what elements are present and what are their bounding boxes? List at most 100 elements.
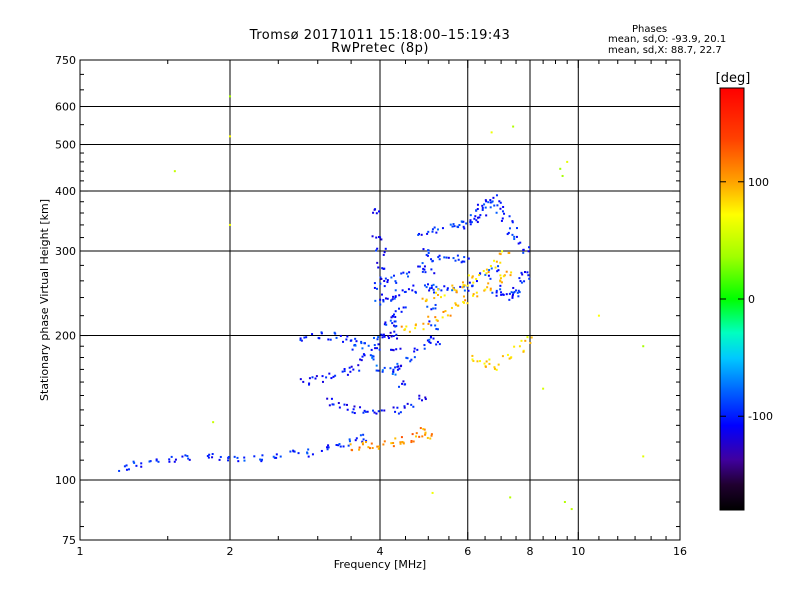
echo-point xyxy=(383,251,386,254)
echo-point xyxy=(461,260,464,263)
echo-point xyxy=(384,277,387,280)
echo-point xyxy=(459,285,462,288)
echo-point xyxy=(530,336,533,339)
echo-point xyxy=(411,433,414,436)
echo-point xyxy=(435,285,438,288)
echo-point xyxy=(345,338,348,341)
echo-point xyxy=(495,294,498,297)
echo-point xyxy=(511,233,514,236)
echo-point xyxy=(486,286,489,289)
echo-point xyxy=(421,270,424,273)
echo-point xyxy=(412,405,415,408)
echo-point xyxy=(351,449,354,452)
echo-point xyxy=(502,275,505,278)
echo-point xyxy=(299,378,302,381)
echo-point xyxy=(393,297,396,300)
echo-point xyxy=(418,435,421,438)
echo-point xyxy=(377,336,380,339)
echo-point xyxy=(404,306,407,309)
echo-point xyxy=(371,356,374,359)
echo-point xyxy=(485,200,488,203)
echo-point xyxy=(330,397,333,400)
echo-point xyxy=(403,406,406,409)
echo-point xyxy=(475,280,478,283)
echo-point xyxy=(501,210,504,213)
echo-point xyxy=(485,272,488,275)
echo-point xyxy=(361,347,364,350)
echo-point xyxy=(527,250,530,253)
echo-point xyxy=(383,267,386,270)
phase-stats-o: mean, sd,O: -93.9, 20.1 xyxy=(608,34,727,45)
echo-point xyxy=(506,233,509,236)
echo-point xyxy=(449,223,452,226)
echo-point xyxy=(326,448,329,451)
echo-point xyxy=(397,412,400,415)
echo-point xyxy=(243,456,246,459)
echo-point xyxy=(515,227,518,230)
echo-point xyxy=(297,452,300,455)
echo-point xyxy=(438,343,441,346)
echo-point xyxy=(391,372,394,375)
echo-point xyxy=(376,445,379,448)
echo-point xyxy=(392,335,395,338)
echo-point xyxy=(463,256,466,259)
echo-point xyxy=(491,291,494,294)
echo-point xyxy=(435,318,438,321)
echo-point xyxy=(361,441,364,444)
echo-point xyxy=(389,319,392,322)
echo-point xyxy=(559,167,562,170)
echo-point xyxy=(451,284,454,287)
echo-point xyxy=(430,268,433,271)
echo-point xyxy=(485,360,488,363)
echo-point xyxy=(353,405,356,408)
echo-point xyxy=(402,441,405,444)
echo-point xyxy=(342,445,345,448)
echo-point xyxy=(363,342,366,345)
echo-point xyxy=(133,461,136,464)
echo-point xyxy=(493,259,496,262)
echo-point xyxy=(498,200,501,203)
echo-point xyxy=(475,278,478,281)
echo-point xyxy=(218,458,221,461)
echo-point xyxy=(423,265,426,268)
echo-point xyxy=(471,275,474,278)
echo-point xyxy=(394,310,397,313)
echo-point xyxy=(311,453,314,456)
echo-point xyxy=(320,449,323,452)
echo-point xyxy=(380,293,383,296)
echo-point xyxy=(561,174,564,177)
echo-point xyxy=(479,214,482,217)
echo-point xyxy=(375,236,378,239)
echo-point xyxy=(362,411,365,414)
echo-point xyxy=(368,447,371,450)
echo-point xyxy=(327,446,330,449)
echo-point xyxy=(526,336,529,339)
echo-point xyxy=(461,286,464,289)
x-tick-label: 2 xyxy=(227,545,234,558)
echo-point xyxy=(360,342,363,345)
echo-point xyxy=(410,358,413,361)
echo-point xyxy=(380,409,383,412)
echo-point xyxy=(434,324,437,327)
echo-point xyxy=(118,469,121,472)
echo-point xyxy=(408,271,411,274)
echo-point xyxy=(383,280,386,283)
echo-point xyxy=(508,215,511,218)
echo-point xyxy=(527,274,530,277)
echo-point xyxy=(513,235,516,238)
echo-point xyxy=(505,293,508,296)
echo-point xyxy=(219,455,222,458)
echo-point xyxy=(387,335,390,338)
echo-point xyxy=(375,212,378,215)
echo-point xyxy=(157,460,160,463)
echo-point xyxy=(352,408,355,411)
echo-point xyxy=(426,436,429,439)
echo-point xyxy=(412,284,415,287)
echo-point xyxy=(300,339,303,342)
echo-point xyxy=(413,356,416,359)
echo-point xyxy=(513,290,516,293)
echo-point xyxy=(383,335,386,338)
y-axis-label: Stationary phase Virtual Height [km] xyxy=(38,199,51,401)
echo-point xyxy=(476,203,479,206)
echo-point xyxy=(207,456,210,459)
